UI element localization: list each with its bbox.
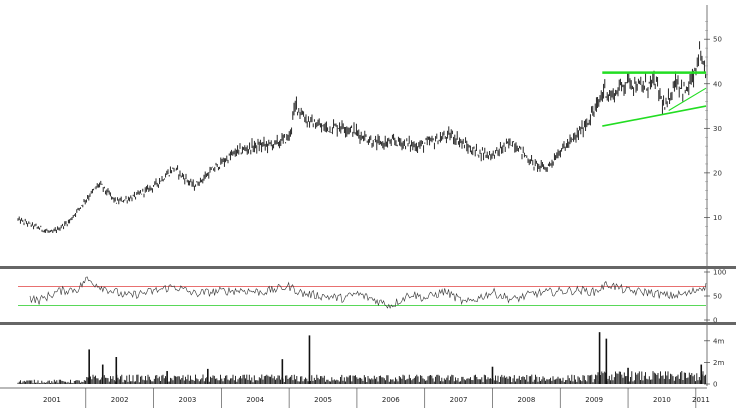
volume-spike-bar <box>598 332 601 384</box>
volume-tick-label: 2m <box>713 359 724 367</box>
volume-series <box>17 371 706 384</box>
year-label: 2009 <box>585 396 603 404</box>
volume-spike-bar <box>88 349 90 384</box>
price-tick-label: 40 <box>713 80 722 88</box>
price-series <box>17 41 707 233</box>
rsi-panel: 0 50 100 <box>18 269 726 325</box>
volume-spike-bar <box>281 359 284 384</box>
price-panel: 10 20 30 40 50 <box>17 21 722 254</box>
year-label: 2011 <box>692 396 710 404</box>
trendline <box>602 105 707 127</box>
volume-spike-bar <box>491 366 494 384</box>
year-label: 2005 <box>314 396 332 404</box>
volume-spike-bar <box>101 364 104 384</box>
price-tick-label: 20 <box>713 169 722 177</box>
year-label: 2010 <box>653 396 671 404</box>
rsi-series <box>29 276 707 309</box>
year-label: 2002 <box>111 396 129 404</box>
year-label: 2008 <box>517 396 535 404</box>
volume-tick-label: 0 <box>713 381 717 389</box>
x-axis: 2001 2002 2003 2004 2005 2006 2007 2008 2009 2010… <box>43 388 710 408</box>
price-tick-label: 50 <box>713 36 722 44</box>
rsi-tick-label: 100 <box>713 269 726 277</box>
rsi-tick-label: 50 <box>713 293 722 301</box>
volume-spike-bar <box>166 371 168 384</box>
volume-spike-bar <box>627 367 629 384</box>
volume-spike-bar <box>115 357 118 384</box>
price-rsi-separator <box>0 266 736 269</box>
price-tick-label: 30 <box>713 125 722 133</box>
year-label: 2007 <box>450 396 468 404</box>
rsi-volume-separator <box>0 322 736 325</box>
price-tick-label: 10 <box>713 214 722 222</box>
year-label: 2003 <box>179 396 197 404</box>
year-label: 2001 <box>43 396 61 404</box>
volume-spike-bar <box>308 335 311 384</box>
rsi-tick-label: 0 <box>713 317 717 325</box>
volume-panel: 0 2m 4m <box>17 332 724 389</box>
year-label: 2004 <box>246 396 264 404</box>
year-label: 2006 <box>382 396 400 404</box>
volume-spike-bar <box>206 368 209 384</box>
trendline <box>668 87 707 111</box>
volume-spike-bar <box>700 364 703 384</box>
volume-spike-bar <box>605 338 608 384</box>
volume-tick-label: 4m <box>713 337 724 345</box>
